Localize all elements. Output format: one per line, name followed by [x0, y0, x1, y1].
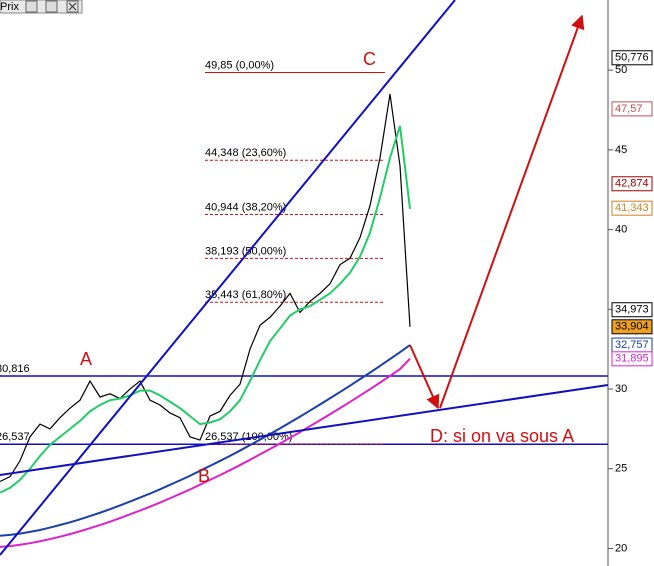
- close-icon: [68, 2, 77, 11]
- price-box: [611, 176, 653, 192]
- h-line-label: 26,537: [0, 431, 30, 443]
- label-a: A: [80, 349, 92, 369]
- price-box: [611, 101, 653, 117]
- price-label: 47,57: [615, 103, 643, 115]
- y-tick-label: 30: [615, 383, 627, 395]
- trend-line: [0, 0, 456, 556]
- price-box: [611, 302, 653, 318]
- price-box: [611, 351, 653, 367]
- y-tick-label: 50: [615, 64, 627, 76]
- series-line: [0, 358, 411, 548]
- series-line: [0, 93, 411, 483]
- price-label: 42,874: [615, 178, 649, 190]
- pin-button[interactable]: [25, 0, 38, 13]
- price-label: 50,776: [615, 52, 649, 64]
- arrow: [439, 14, 585, 409]
- label-d: D: si on va sous A: [430, 426, 574, 446]
- label-b: B: [198, 466, 210, 486]
- price-label: 33,904: [615, 321, 649, 333]
- series-line: [0, 344, 411, 537]
- fib-label: 49,85 (0,00%): [205, 59, 274, 71]
- price-box: [611, 319, 653, 335]
- price-label: 32,757: [615, 339, 649, 351]
- fib-label: 38,193 (50,00%): [205, 245, 286, 257]
- arrow: [409, 344, 440, 410]
- price-label: 41,343: [615, 202, 649, 214]
- axis-panel: [608, 0, 654, 566]
- label-c: C: [363, 49, 376, 69]
- fib-label: 35,443 (61,80%): [205, 289, 286, 301]
- y-tick-label: 20: [615, 542, 627, 554]
- y-tick-label: 25: [615, 463, 627, 475]
- fib-label: 44,348 (23,60%): [205, 147, 286, 159]
- fib-label: 40,944 (38,20%): [205, 201, 286, 213]
- price-label: 34,973: [615, 304, 649, 316]
- restore-button[interactable]: [45, 0, 58, 13]
- y-tick-label: 40: [615, 223, 627, 235]
- price-label: 31,895: [615, 353, 649, 365]
- price-box: [611, 50, 653, 66]
- price-box: [611, 200, 653, 216]
- toolbar: [0, 0, 83, 14]
- h-line-label: 30,816: [0, 363, 30, 375]
- trend-line: [0, 384, 609, 476]
- series-line: [0, 125, 411, 494]
- y-tick-label: 45: [615, 144, 627, 156]
- toolbar-label: Prix: [0, 1, 19, 13]
